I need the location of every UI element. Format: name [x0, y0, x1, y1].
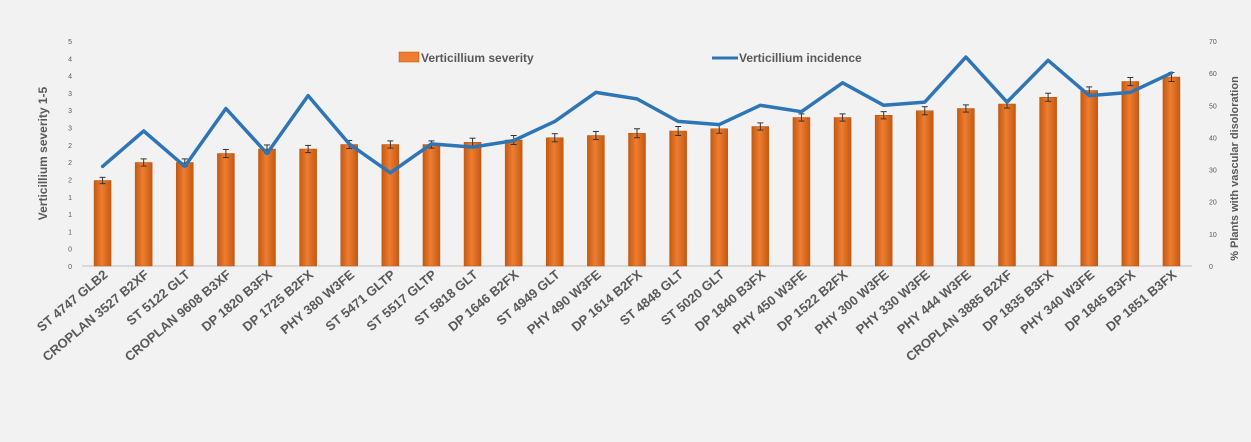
- y-tick-label: 1: [68, 212, 72, 219]
- y-tick-label: 0: [68, 247, 72, 254]
- y-axis-title: Verticillium severity 1-5: [36, 86, 50, 220]
- bar: [587, 135, 605, 267]
- y2-tick-label: 20: [1209, 200, 1217, 207]
- bar: [1121, 81, 1140, 267]
- bar: [957, 108, 975, 267]
- y2-tick-label: 0: [1209, 264, 1213, 271]
- y-tick-label: 2: [68, 160, 72, 167]
- bar: [546, 137, 564, 267]
- y-tick-label: 2: [68, 143, 72, 150]
- bar: [628, 133, 646, 267]
- bar: [299, 148, 317, 267]
- bar: [710, 128, 728, 267]
- bar: [916, 110, 934, 267]
- bar: [463, 142, 482, 267]
- y2-axis-title: % Plants with vascular disoloration: [1229, 76, 1241, 261]
- bar: [792, 117, 811, 267]
- legend-label: Verticillium severity: [421, 51, 534, 65]
- bar: [669, 130, 687, 267]
- incidence-line: [100, 55, 1174, 175]
- bar: [381, 144, 400, 267]
- y2-tick-label: 70: [1209, 39, 1217, 46]
- bar: [340, 144, 358, 267]
- bar: [998, 103, 1016, 267]
- y2-tick-label: 30: [1209, 168, 1217, 175]
- bar: [874, 115, 893, 267]
- bar: [217, 153, 235, 267]
- bar: [1080, 90, 1098, 267]
- y2-tick-label: 10: [1209, 232, 1217, 239]
- legend-label: Verticillium incidence: [739, 51, 862, 65]
- bar: [176, 162, 194, 267]
- y-tick-label: 3: [68, 126, 72, 133]
- y2-tick-label: 40: [1209, 135, 1217, 142]
- bar: [751, 126, 770, 267]
- bar: [93, 180, 112, 267]
- y-tick-label: 2: [68, 177, 72, 184]
- y-tick-label: 3: [68, 108, 72, 115]
- y2-tick-label: 50: [1209, 103, 1217, 110]
- bar: [134, 162, 153, 267]
- bar: [504, 139, 523, 267]
- bar: [422, 144, 441, 267]
- bar: [1039, 97, 1057, 267]
- y-tick-label: 1: [68, 229, 72, 236]
- y-tick-label: 5: [68, 39, 72, 46]
- y-tick-label: 1: [68, 195, 72, 202]
- bar: [833, 117, 852, 267]
- y-tick-label: 0: [68, 264, 72, 271]
- legend-bar-swatch: [398, 51, 420, 63]
- bar: [258, 148, 276, 267]
- y-tick-label: 4: [68, 74, 72, 81]
- bar: [1162, 76, 1181, 267]
- y2-tick-label: 60: [1209, 71, 1217, 78]
- y-tick-label: 3: [68, 91, 72, 98]
- y-tick-label: 4: [68, 56, 72, 63]
